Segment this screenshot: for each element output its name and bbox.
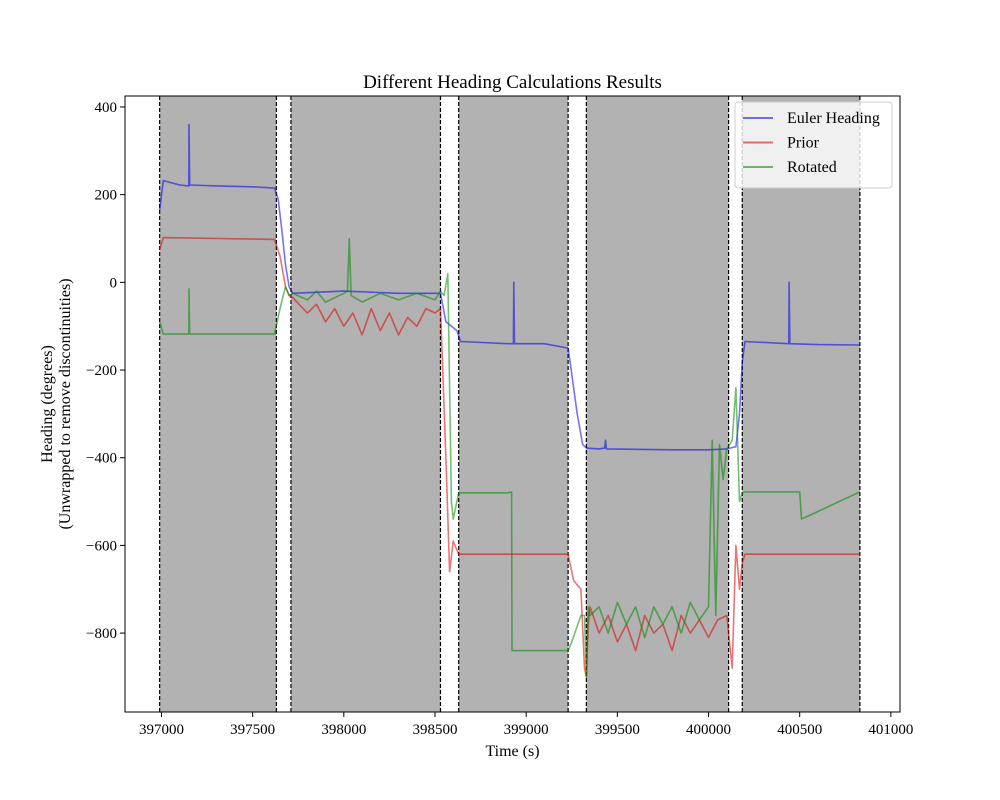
axis-ticks: 397000 397500 398000 398500 399000 399500 4000… bbox=[86, 100, 913, 738]
shaded-interval-5 bbox=[742, 96, 860, 712]
x-tick-label: 398500 bbox=[413, 722, 458, 738]
y-axis-title-line-2: (Unwrapped to remove discontinuities) bbox=[57, 278, 74, 529]
legend-label-euler-heading: Euler Heading bbox=[787, 110, 880, 127]
shaded-interval-1 bbox=[159, 96, 277, 712]
legend: Euler Heading Prior Rotated bbox=[734, 101, 893, 189]
legend-box bbox=[734, 101, 893, 189]
x-tick-label: 400000 bbox=[686, 722, 731, 738]
y-tick-label: 400 bbox=[95, 100, 118, 116]
shaded-intervals bbox=[159, 96, 861, 712]
x-tick-label: 400500 bbox=[777, 722, 822, 738]
x-tick-label: 401000 bbox=[868, 722, 913, 738]
y-tick-label: −600 bbox=[86, 538, 117, 554]
series-lines bbox=[158, 123, 861, 678]
legend-label-rotated: Rotated bbox=[787, 159, 837, 176]
legend-label-prior: Prior bbox=[787, 135, 820, 152]
chart-title: Different Heading Calculations Results bbox=[363, 72, 662, 93]
x-tick-label: 398000 bbox=[321, 722, 366, 738]
x-tick-label: 399500 bbox=[595, 722, 640, 738]
y-tick-label: −400 bbox=[86, 451, 117, 467]
shaded-interval-2 bbox=[290, 96, 441, 712]
y-tick-label: −200 bbox=[86, 363, 117, 379]
series-line-rotated bbox=[158, 237, 861, 678]
x-tick-label: 397500 bbox=[230, 722, 275, 738]
y-tick-label: 200 bbox=[95, 188, 118, 204]
plot-frame bbox=[124, 95, 901, 713]
y-tick-label: −800 bbox=[86, 626, 117, 642]
shaded-interval-3 bbox=[458, 96, 569, 712]
series-line-prior bbox=[158, 236, 860, 678]
x-axis-title: Time (s) bbox=[485, 743, 539, 760]
x-tick-label: 397000 bbox=[139, 722, 184, 738]
y-axis-title-line-1: Heading (degrees) bbox=[39, 345, 56, 463]
shaded-interval-4 bbox=[586, 96, 729, 712]
y-tick-label: 0 bbox=[110, 275, 118, 291]
x-tick-label: 399000 bbox=[504, 722, 549, 738]
